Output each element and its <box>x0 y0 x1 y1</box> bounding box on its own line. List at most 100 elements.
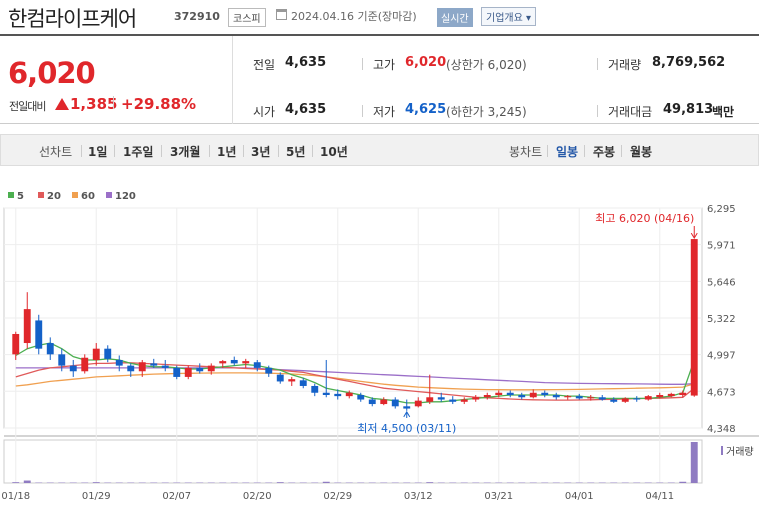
x-tick-label: 03/21 <box>484 491 513 502</box>
candle-body <box>449 399 457 402</box>
volume-bar <box>322 481 330 483</box>
stock-header: 한컴라이프케어 372910 코스피 2024.04.16 기준(장마감) 실시… <box>0 0 759 32</box>
period-3y[interactable]: 3년 <box>251 145 271 159</box>
divider <box>161 145 162 157</box>
line-chart-label[interactable]: 선차트 <box>39 145 73 159</box>
y-tick-label: 4,673 <box>707 387 736 398</box>
candle-body <box>483 395 491 398</box>
period-5y[interactable]: 5년 <box>286 145 306 159</box>
candle <box>265 365 273 377</box>
divider <box>621 145 622 157</box>
legend-ma20: 20 <box>38 191 61 202</box>
period-1y[interactable]: 1년 <box>217 145 237 159</box>
candle <box>506 390 514 398</box>
candle-body <box>311 385 319 393</box>
volume-frame <box>3 439 703 484</box>
x-tick-label: 02/29 <box>323 491 352 502</box>
quote-panel: 6,020 전일대비 1,385 +29.88% 전일 4,635 고가 6,0… <box>0 34 759 124</box>
volume-bar <box>679 481 687 483</box>
candle <box>391 397 399 409</box>
volume-legend-swatch <box>721 446 723 455</box>
candle-body <box>552 395 560 398</box>
legend-ma5: 5 <box>8 191 24 202</box>
upper-limit: (상한가 6,020) <box>446 58 527 72</box>
volume-bar <box>92 482 100 483</box>
candle <box>656 392 664 399</box>
candle-body <box>161 365 169 368</box>
candle <box>598 395 606 401</box>
y-tick-label: 5,646 <box>707 277 736 288</box>
candle-body <box>345 392 353 397</box>
candle-body <box>391 399 399 407</box>
candle-body <box>587 397 595 399</box>
volume-bar <box>23 480 31 483</box>
candle <box>541 390 549 398</box>
candle-body <box>656 395 664 398</box>
period-1d[interactable]: 1일 <box>88 145 108 159</box>
candle-body <box>529 392 537 398</box>
candle <box>276 372 284 384</box>
candle-body <box>196 367 204 372</box>
candle-weekly[interactable]: 주봉 <box>593 145 616 159</box>
candle <box>334 389 342 400</box>
y-tick-label: 4,348 <box>707 424 736 435</box>
divider <box>113 96 114 109</box>
candle <box>621 397 629 403</box>
candle <box>667 392 675 398</box>
candle-daily[interactable]: 일봉 <box>556 145 579 159</box>
up-arrow-icon <box>55 98 69 110</box>
candle-chart-label[interactable]: 봉차트 <box>509 145 543 159</box>
y-tick-label: 4,997 <box>707 351 736 362</box>
calendar-icon <box>276 9 287 20</box>
divider <box>312 145 313 157</box>
divider <box>278 145 279 157</box>
candle-body <box>426 397 434 402</box>
candle <box>495 390 503 398</box>
legend-text: 120 <box>115 191 136 202</box>
period-10y[interactable]: 10년 <box>320 145 348 159</box>
candle-body <box>46 343 54 355</box>
candle-body <box>115 359 123 366</box>
candle-body <box>138 362 146 372</box>
candle <box>368 397 376 407</box>
candle <box>644 395 652 401</box>
volume-label: 거래량 <box>608 58 642 72</box>
candle <box>322 359 330 398</box>
candle-body <box>92 348 100 360</box>
candle <box>564 395 572 400</box>
reference-date: 2024.04.16 기준(장마감) <box>291 10 417 23</box>
x-tick-label: 02/20 <box>243 491 272 502</box>
candle-monthly[interactable]: 월봉 <box>630 145 653 159</box>
x-tick-label: 01/29 <box>82 491 111 502</box>
candle-body <box>644 396 652 400</box>
candle-body <box>610 399 618 402</box>
candle-body <box>230 359 238 364</box>
candle-body <box>460 399 468 402</box>
y-tick-label: 5,322 <box>707 314 736 325</box>
period-3m[interactable]: 3개월 <box>170 145 201 159</box>
candle-body <box>173 367 181 377</box>
candle <box>92 343 100 366</box>
ma20-line <box>15 362 695 401</box>
candle-body <box>403 406 411 409</box>
candle-body <box>299 380 307 386</box>
high-label: 고가 <box>373 58 396 72</box>
y-tick-label: 6,295 <box>707 204 736 215</box>
realtime-button[interactable]: 실시간 <box>437 8 473 27</box>
candle <box>115 355 123 372</box>
lower-limit: (하한가 3,245) <box>446 105 527 119</box>
divider <box>232 36 233 124</box>
legend-swatch <box>106 192 112 198</box>
candle-body <box>322 392 330 396</box>
period-1w[interactable]: 1주일 <box>123 145 154 159</box>
candle <box>449 396 457 405</box>
divider <box>243 145 244 157</box>
candle-body <box>104 348 112 359</box>
compare-label: 전일대비 <box>9 100 46 113</box>
candle <box>380 397 388 406</box>
candle <box>575 393 583 400</box>
candle-body <box>506 392 514 396</box>
candle-body <box>667 393 675 397</box>
candle-body <box>495 392 503 396</box>
company-info-dropdown[interactable]: 기업개요 ▾ <box>481 7 536 26</box>
